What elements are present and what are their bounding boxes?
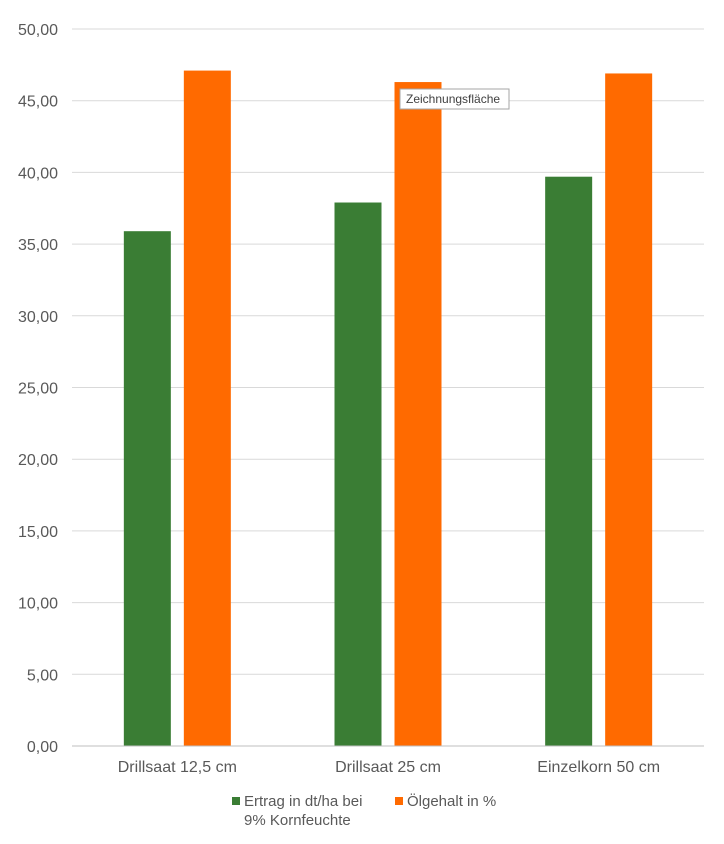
tooltip-label: Zeichnungsfläche (406, 92, 500, 106)
x-category-label: Drillsaat 12,5 cm (118, 759, 237, 776)
y-tick-label: 30,00 (18, 309, 58, 326)
bar-ertrag[interactable] (545, 176, 593, 746)
x-category-label: Drillsaat 25 cm (335, 759, 441, 776)
legend-label: Ölgehalt in % (407, 792, 496, 810)
bar-oelgehalt[interactable] (394, 82, 442, 747)
legend-swatch (395, 797, 403, 805)
y-tick-label: 35,00 (18, 237, 58, 254)
bar-oelgehalt[interactable] (605, 73, 653, 747)
bar-oelgehalt[interactable] (183, 70, 231, 746)
y-tick-label: 50,00 (18, 22, 58, 39)
y-tick-label: 15,00 (18, 524, 58, 541)
y-tick-label: 10,00 (18, 596, 58, 613)
y-tick-label: 45,00 (18, 94, 58, 111)
legend-label: 9% Kornfeuchte (244, 812, 351, 829)
legend-label: Ertrag in dt/ha bei (244, 793, 362, 810)
y-tick-label: 20,00 (18, 452, 58, 469)
y-axis-tick-labels: 0,00 5,00 10,00 15,00 20,00 25,00 30,00 35,00 40… (18, 22, 58, 756)
bar-ertrag[interactable] (334, 202, 382, 746)
y-tick-label: 25,00 (18, 381, 58, 398)
legend: Ertrag in dt/ha bei 9% Kornfeuchte Ölgehal… (232, 792, 496, 829)
x-axis-category-labels: Drillsaat 12,5 cm Drillsaat 25 cm Einzelko… (118, 759, 660, 776)
plot-area-tooltip: Zeichnungsfläche (399, 88, 510, 110)
x-category-label: Einzelkorn 50 cm (537, 759, 660, 776)
y-tick-label: 40,00 (18, 165, 58, 182)
bar-ertrag[interactable] (123, 231, 171, 747)
legend-swatch (232, 797, 240, 805)
bars (123, 70, 653, 747)
tooltip-box (399, 88, 510, 110)
gridlines (72, 28, 704, 675)
y-tick-label: 5,00 (27, 667, 58, 684)
y-tick-label: 0,00 (27, 739, 58, 756)
